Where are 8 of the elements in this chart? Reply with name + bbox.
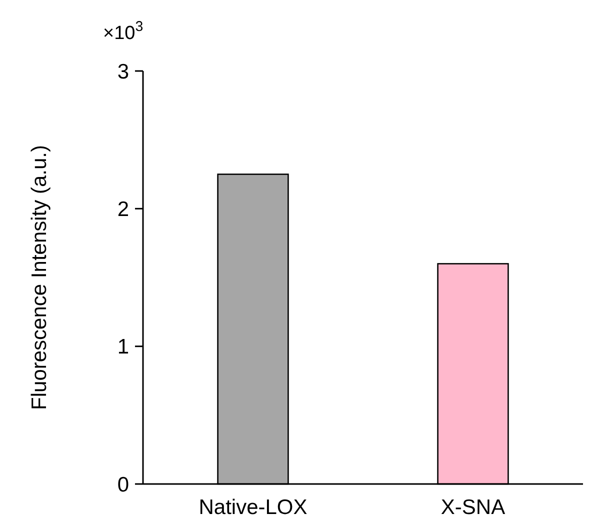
y-tick-label: 0 bbox=[117, 473, 129, 496]
y-tick-label: 1 bbox=[117, 336, 129, 359]
text: ×10$^{3}$ bbox=[103, 19, 144, 44]
y-axis-title: Fluorescence Intensity (a.u.) bbox=[28, 145, 51, 410]
y-tick-label: 2 bbox=[117, 198, 129, 222]
x-tick-label: Native-LOX bbox=[198, 496, 308, 519]
y-tick-label: 3 bbox=[117, 60, 129, 84]
x-tick-label: X-SNA bbox=[440, 496, 506, 519]
